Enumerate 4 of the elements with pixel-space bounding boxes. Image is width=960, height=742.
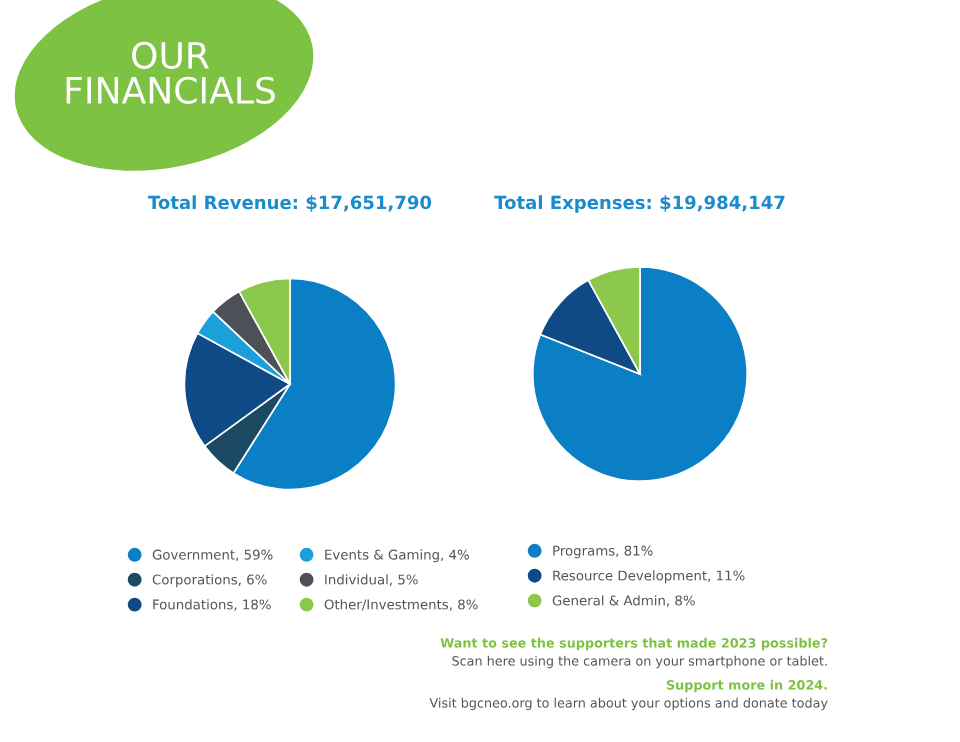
- pie-slice: [531, 265, 749, 483]
- chart-title: Total Revenue: $17,651,790: [148, 195, 432, 212]
- text: OUR FINANCIALS: [66, 41, 275, 104]
- chart-title: Total Expenses: $19,984,147: [494, 195, 785, 213]
